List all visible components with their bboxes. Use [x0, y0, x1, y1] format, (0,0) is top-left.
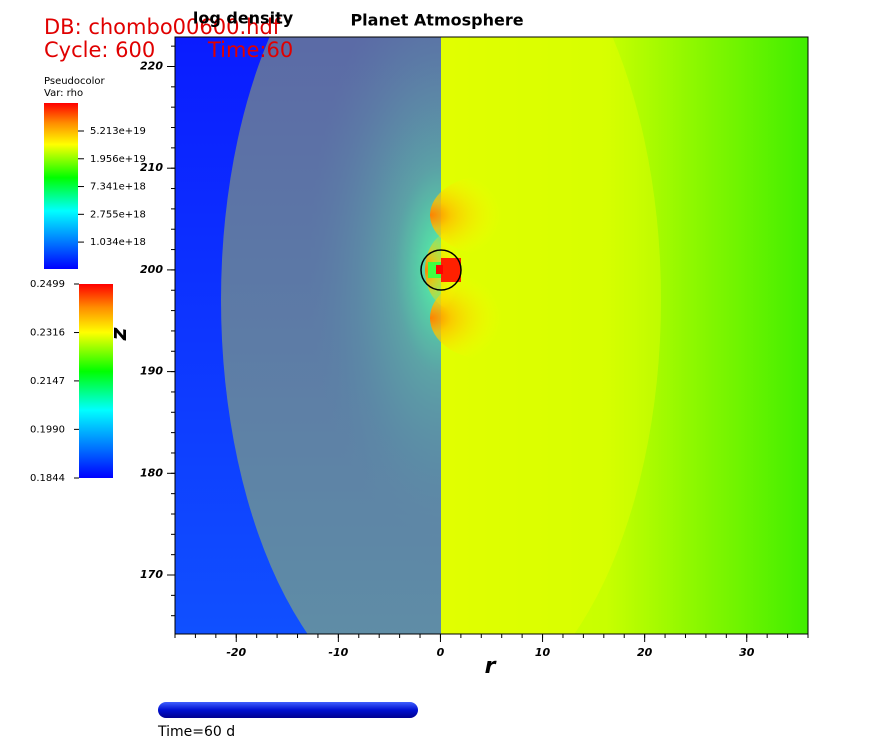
colorbar-tick-label: 1.034e+18 — [90, 237, 146, 248]
time: Time:60 — [207, 38, 293, 62]
colorbar-tick-label: 0.2147 — [30, 376, 65, 387]
time-slider-label: Time=60 d — [157, 724, 235, 740]
x-tick-label: 0 — [437, 646, 445, 659]
plot-frame — [174, 36, 809, 635]
x-axis-label: r — [485, 654, 497, 679]
legend-variable: Var: rho — [44, 88, 83, 99]
planet-outline — [420, 249, 462, 291]
subtitle: log density — [193, 9, 294, 28]
x-tick-label: -20 — [226, 646, 246, 659]
title: Planet Atmosphere — [350, 11, 523, 30]
colorbar-tick-label: 0.1990 — [30, 424, 65, 435]
y-tick-label: 200 — [140, 263, 163, 276]
colorbar — [79, 284, 113, 478]
time-slider — [158, 702, 418, 718]
x-tick-label: 30 — [739, 646, 755, 659]
colorbar-tick-label: 0.1844 — [30, 473, 65, 484]
y-tick-label: 180 — [140, 466, 163, 479]
y-tick-label: 190 — [140, 365, 163, 378]
colorbar-tick-label: 7.341e+18 — [90, 182, 146, 193]
colorbar-tick-label: 1.956e+19 — [90, 154, 146, 165]
y-tick-label: 220 — [140, 59, 163, 72]
cycle: Cycle: 600 — [44, 38, 155, 62]
y-tick-label: 170 — [140, 568, 163, 581]
colorbar-tick-label: 5.213e+19 — [90, 126, 146, 137]
x-tick-label: 10 — [535, 646, 551, 659]
x-tick-label: 20 — [637, 646, 653, 659]
legend-title: Pseudocolor — [44, 76, 106, 87]
colorbar-tick-label: 0.2316 — [30, 328, 65, 339]
db-name: DB: chombo00600.hdf — [44, 15, 281, 39]
y-axis-label: z — [107, 327, 132, 341]
colorbar-tick-label: 2.755e+18 — [90, 209, 146, 220]
y-tick-label: 210 — [140, 161, 163, 174]
colorbar — [44, 103, 78, 269]
field — [175, 37, 808, 634]
colorbar-tick-label: 0.2499 — [30, 279, 65, 290]
x-tick-label: -10 — [328, 646, 348, 659]
